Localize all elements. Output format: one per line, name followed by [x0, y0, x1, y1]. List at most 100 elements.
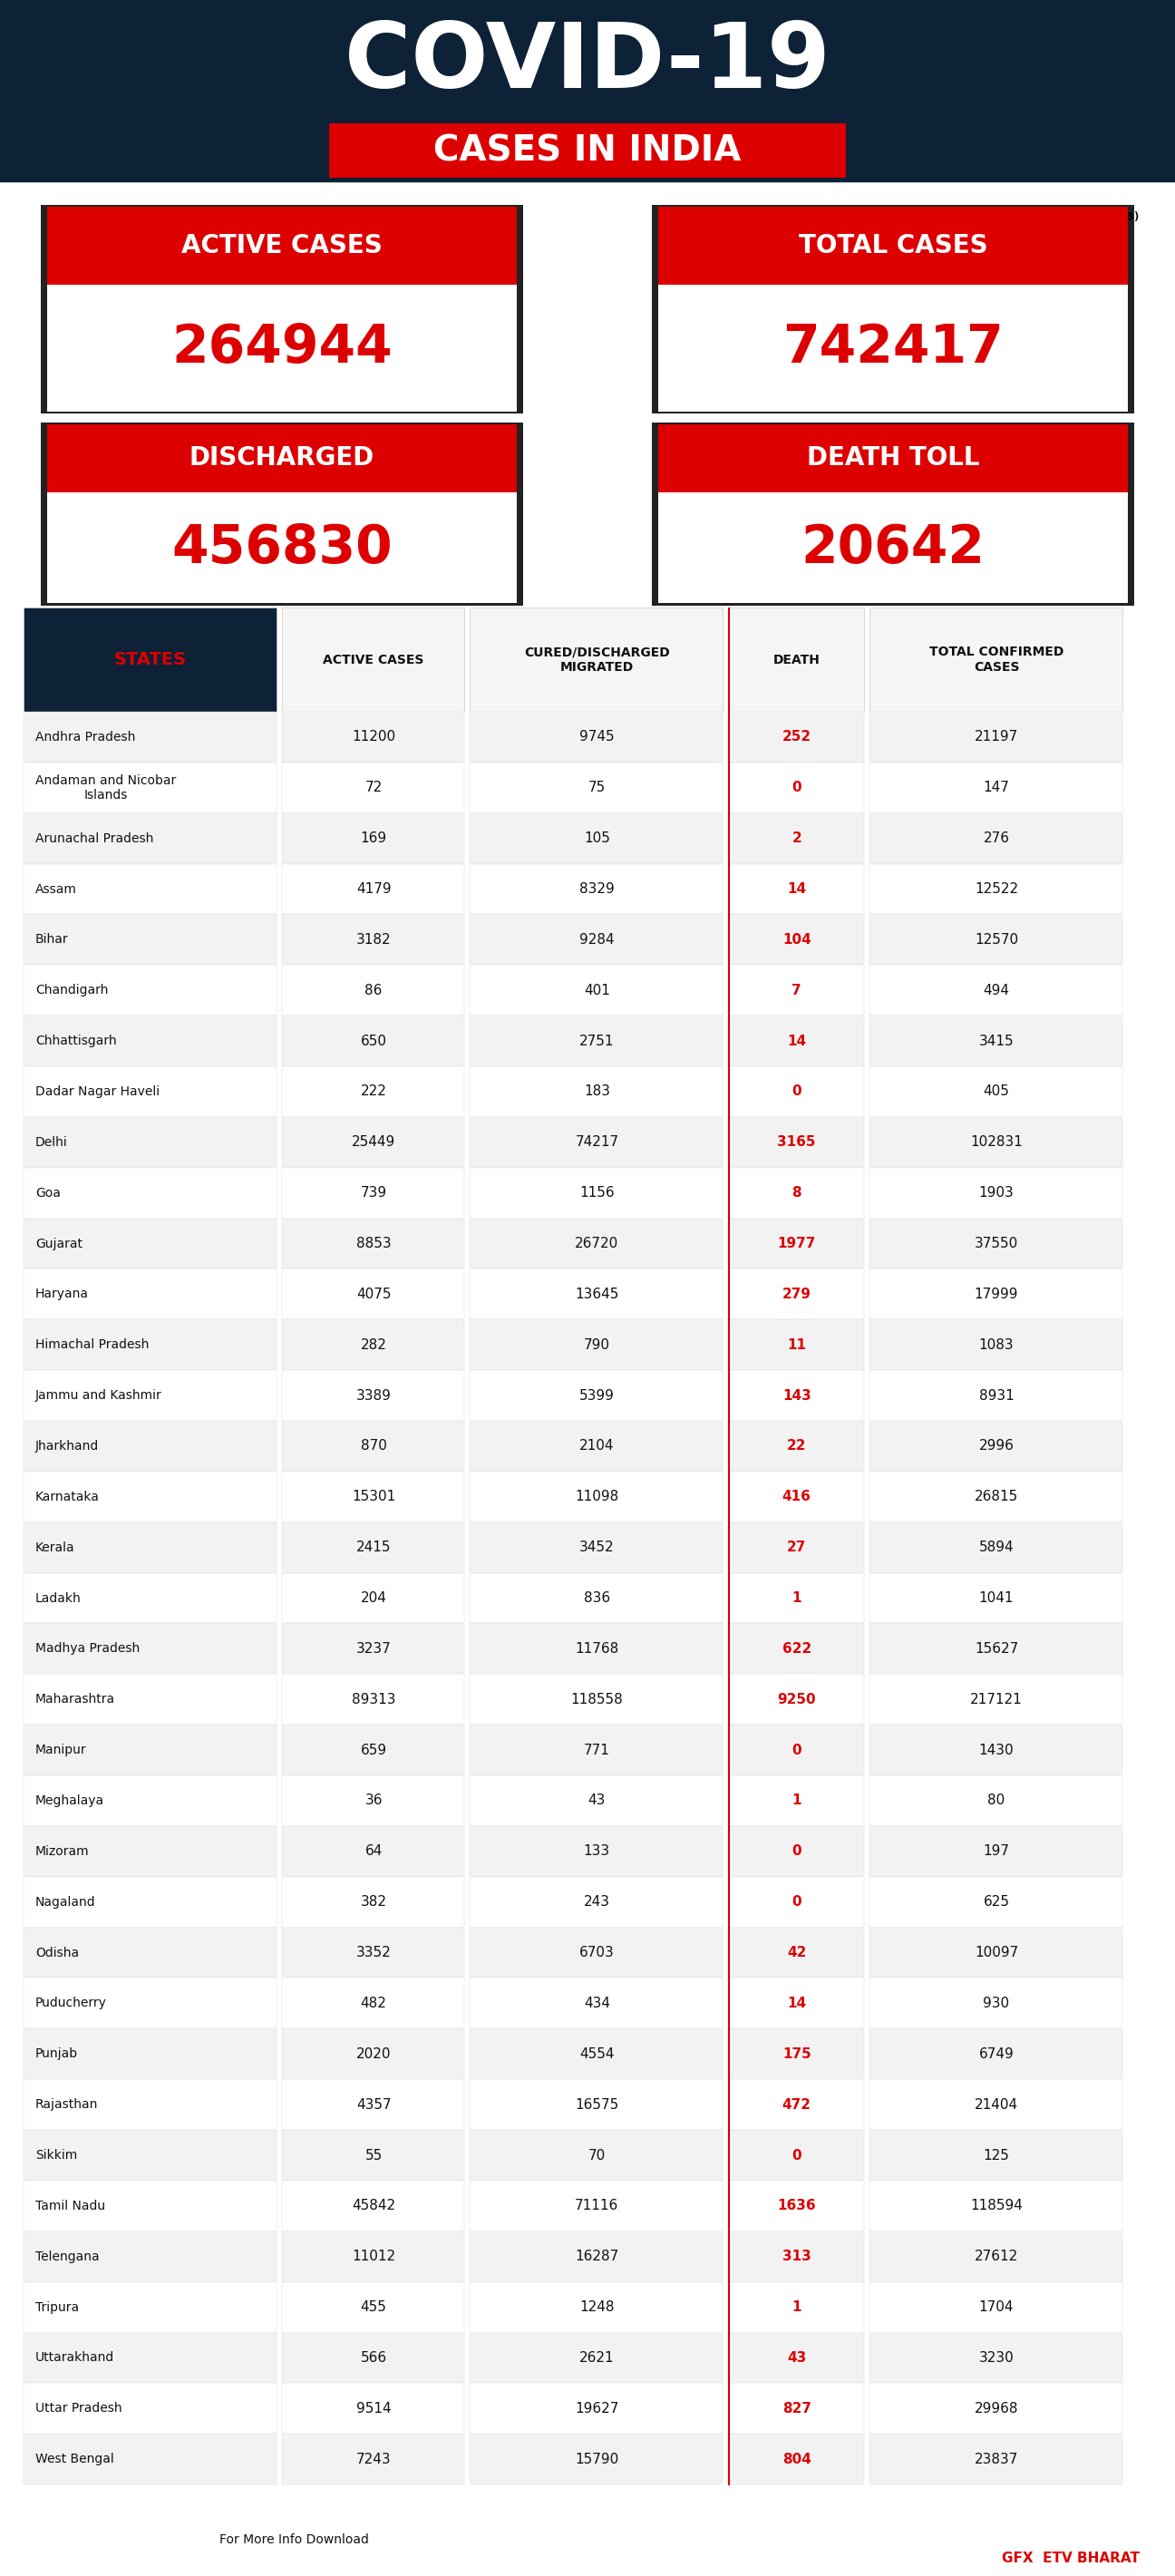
FancyBboxPatch shape	[24, 1978, 276, 2030]
FancyBboxPatch shape	[869, 1218, 1122, 1270]
Text: 217121: 217121	[971, 1692, 1022, 1705]
FancyBboxPatch shape	[728, 814, 864, 863]
Text: Karnataka: Karnataka	[35, 1492, 100, 1504]
Text: 11: 11	[787, 1337, 806, 1352]
Text: COVID-19: COVID-19	[344, 21, 831, 108]
FancyBboxPatch shape	[282, 1015, 464, 1066]
Text: Tamil Nadu: Tamil Nadu	[35, 2200, 106, 2213]
Text: 622: 622	[783, 1641, 811, 1656]
FancyBboxPatch shape	[869, 914, 1122, 966]
FancyBboxPatch shape	[869, 966, 1122, 1015]
FancyBboxPatch shape	[24, 814, 276, 863]
FancyBboxPatch shape	[24, 1370, 276, 1422]
FancyBboxPatch shape	[24, 1422, 276, 1471]
Text: Gujarat: Gujarat	[35, 1236, 82, 1249]
Text: Dadar Nagar Haveli: Dadar Nagar Haveli	[35, 1084, 160, 1097]
Text: Madhya Pradesh: Madhya Pradesh	[35, 1643, 140, 1656]
FancyBboxPatch shape	[869, 2079, 1122, 2130]
Text: 222: 222	[361, 1084, 387, 1097]
Text: 12570: 12570	[974, 933, 1019, 945]
Text: 4554: 4554	[579, 2048, 615, 2061]
FancyBboxPatch shape	[470, 608, 723, 711]
Text: 1430: 1430	[979, 1744, 1014, 1757]
Text: 2: 2	[792, 832, 801, 845]
FancyBboxPatch shape	[282, 1522, 464, 1574]
FancyBboxPatch shape	[282, 2182, 464, 2231]
Text: 0: 0	[792, 1896, 801, 1909]
Text: Manipur: Manipur	[35, 1744, 87, 1757]
FancyBboxPatch shape	[470, 1218, 723, 1270]
FancyBboxPatch shape	[282, 2434, 464, 2483]
FancyBboxPatch shape	[728, 1066, 864, 1118]
FancyBboxPatch shape	[869, 2383, 1122, 2434]
FancyBboxPatch shape	[728, 1471, 864, 1522]
Text: Maharashtra: Maharashtra	[35, 1692, 115, 1705]
Text: 3230: 3230	[979, 2352, 1014, 2365]
Text: DEATH: DEATH	[773, 654, 820, 667]
Text: 6749: 6749	[979, 2048, 1014, 2061]
FancyBboxPatch shape	[728, 1522, 864, 1574]
Text: 55: 55	[365, 2148, 382, 2161]
FancyBboxPatch shape	[869, 1066, 1122, 1118]
Text: 2020: 2020	[356, 2048, 391, 2061]
FancyBboxPatch shape	[282, 2331, 464, 2383]
FancyBboxPatch shape	[24, 2231, 276, 2282]
FancyBboxPatch shape	[282, 1623, 464, 1674]
FancyBboxPatch shape	[658, 206, 1128, 283]
FancyBboxPatch shape	[24, 2331, 276, 2383]
FancyBboxPatch shape	[24, 863, 276, 914]
FancyBboxPatch shape	[869, 1167, 1122, 1218]
FancyBboxPatch shape	[47, 425, 517, 603]
Text: STATES: STATES	[114, 652, 187, 667]
FancyBboxPatch shape	[728, 914, 864, 966]
Text: 10097: 10097	[974, 1945, 1019, 1960]
Text: 243: 243	[584, 1896, 610, 1909]
FancyBboxPatch shape	[282, 2282, 464, 2331]
Text: 827: 827	[783, 2401, 811, 2416]
FancyBboxPatch shape	[470, 863, 723, 914]
FancyBboxPatch shape	[728, 711, 864, 762]
Text: 659: 659	[361, 1744, 387, 1757]
FancyBboxPatch shape	[282, 914, 464, 966]
FancyBboxPatch shape	[24, 1623, 276, 1674]
Text: 36: 36	[364, 1793, 383, 1808]
FancyBboxPatch shape	[470, 1270, 723, 1319]
Text: 43: 43	[589, 1793, 605, 1808]
Text: 382: 382	[361, 1896, 387, 1909]
FancyBboxPatch shape	[282, 2079, 464, 2130]
FancyBboxPatch shape	[470, 1118, 723, 1167]
FancyBboxPatch shape	[24, 1066, 276, 1118]
FancyBboxPatch shape	[728, 966, 864, 1015]
FancyBboxPatch shape	[470, 2434, 723, 2483]
Text: 26720: 26720	[575, 1236, 619, 1249]
FancyBboxPatch shape	[869, 863, 1122, 914]
Text: 8853: 8853	[356, 1236, 391, 1249]
Text: 3165: 3165	[778, 1136, 815, 1149]
Text: 11768: 11768	[575, 1641, 619, 1656]
FancyBboxPatch shape	[470, 1471, 723, 1522]
Text: 37550: 37550	[974, 1236, 1019, 1249]
Text: 264944: 264944	[172, 322, 392, 374]
Text: 21404: 21404	[974, 2097, 1019, 2112]
FancyBboxPatch shape	[869, 1270, 1122, 1319]
FancyBboxPatch shape	[869, 1471, 1122, 1522]
Text: 102831: 102831	[971, 1136, 1022, 1149]
Text: 43: 43	[787, 2352, 806, 2365]
FancyBboxPatch shape	[728, 1015, 864, 1066]
Text: 279: 279	[783, 1288, 811, 1301]
Text: 456830: 456830	[172, 523, 392, 574]
Text: 147: 147	[983, 781, 1009, 793]
FancyBboxPatch shape	[282, 1726, 464, 1775]
Text: 650: 650	[361, 1033, 387, 1048]
FancyBboxPatch shape	[470, 1066, 723, 1118]
Text: 183: 183	[584, 1084, 610, 1097]
FancyBboxPatch shape	[869, 1726, 1122, 1775]
FancyBboxPatch shape	[869, 2331, 1122, 2383]
FancyBboxPatch shape	[24, 2030, 276, 2079]
Text: 13645: 13645	[575, 1288, 619, 1301]
Text: 14: 14	[787, 1996, 806, 2009]
FancyBboxPatch shape	[24, 1167, 276, 1218]
FancyBboxPatch shape	[470, 1623, 723, 1674]
FancyBboxPatch shape	[282, 1878, 464, 1927]
Text: 19627: 19627	[575, 2401, 619, 2416]
